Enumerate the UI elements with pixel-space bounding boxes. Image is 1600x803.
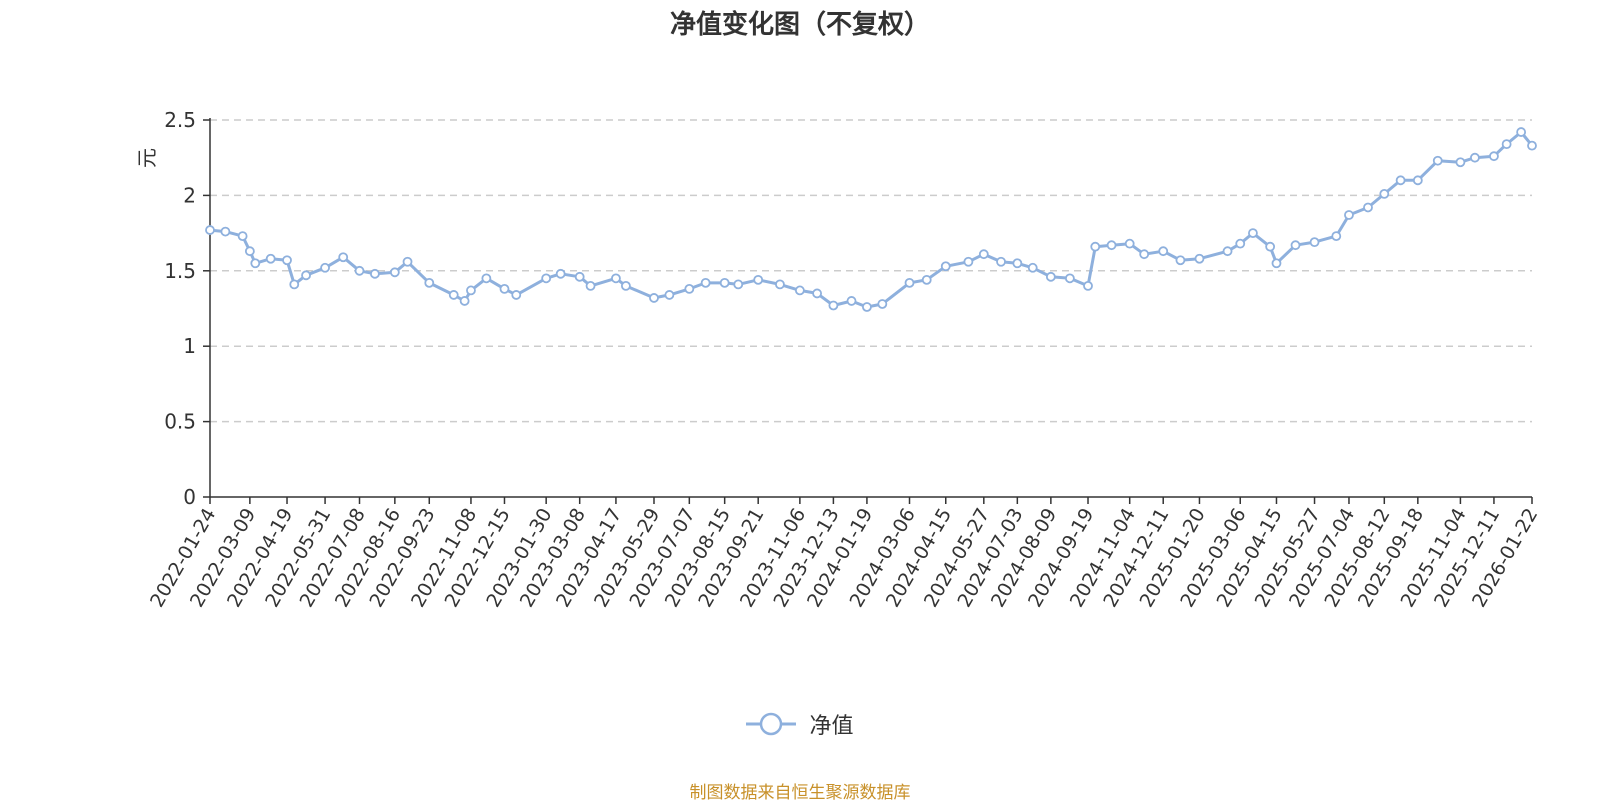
data-point[interactable] <box>812 288 822 299</box>
data-point[interactable] <box>1344 210 1354 220</box>
data-point[interactable] <box>1412 175 1423 186</box>
data-point[interactable] <box>719 277 730 288</box>
data-point[interactable] <box>574 271 585 282</box>
data-point[interactable] <box>611 273 621 284</box>
data-point[interactable] <box>1139 249 1150 260</box>
data-point[interactable] <box>1290 240 1301 251</box>
data-point[interactable] <box>354 265 365 276</box>
data-point[interactable] <box>1106 240 1117 251</box>
data-point[interactable] <box>205 225 215 235</box>
y-axis-ticks: 0 0.5 1 1.5 2 2.5 <box>164 108 210 509</box>
data-point[interactable] <box>301 270 311 281</box>
data-point[interactable] <box>541 273 552 284</box>
data-point[interactable] <box>1379 188 1390 199</box>
data-point[interactable] <box>1432 155 1443 166</box>
series-line <box>209 130 1534 309</box>
axes <box>209 118 1532 498</box>
data-point[interactable] <box>828 300 839 311</box>
data-point[interactable] <box>1501 139 1512 150</box>
chart-title: 净值变化图（不复权） <box>669 10 930 40</box>
data-point[interactable] <box>1455 157 1466 168</box>
data-point[interactable] <box>499 283 510 294</box>
data-point[interactable] <box>1265 241 1276 252</box>
data-point[interactable] <box>466 285 476 296</box>
data-point[interactable] <box>700 277 711 288</box>
data-point[interactable] <box>1235 238 1246 249</box>
data-point[interactable] <box>1027 262 1038 273</box>
data-point[interactable] <box>289 279 300 290</box>
data-point[interactable] <box>1158 246 1169 257</box>
data-point[interactable] <box>1309 237 1320 248</box>
data-point[interactable] <box>459 296 470 306</box>
data-point[interactable] <box>1527 140 1537 151</box>
data-point[interactable] <box>338 252 349 263</box>
data-point[interactable] <box>1395 175 1406 186</box>
x-axis-ticks: 2022-01-242022-03-092022-04-192022-05-31… <box>146 497 1542 611</box>
data-point[interactable] <box>1090 241 1101 252</box>
data-point[interactable] <box>1363 202 1373 213</box>
data-point[interactable] <box>753 274 764 285</box>
data-point[interactable] <box>1516 127 1527 137</box>
data-point[interactable] <box>996 256 1006 267</box>
data-point[interactable] <box>237 231 248 242</box>
data-point[interactable] <box>220 226 231 237</box>
grid-lines <box>210 119 1532 423</box>
data-point[interactable] <box>481 273 492 284</box>
data-point[interactable] <box>320 262 330 273</box>
legend-marker-icon <box>746 712 797 736</box>
data-point[interactable] <box>370 268 380 279</box>
data-point[interactable] <box>862 302 872 312</box>
data-point[interactable] <box>402 256 413 267</box>
data-point[interactable] <box>1083 280 1093 291</box>
y-axis-label: 元 <box>135 148 159 168</box>
data-point[interactable] <box>904 277 915 288</box>
data-point[interactable] <box>921 274 932 285</box>
data-point[interactable] <box>1194 253 1205 264</box>
legend-label: 净值 <box>809 714 854 739</box>
source-note: 制图数据来自恒生聚源数据库 <box>689 783 911 803</box>
data-point[interactable] <box>250 258 261 269</box>
data-point[interactable] <box>940 261 951 272</box>
data-point[interactable] <box>1045 271 1056 282</box>
data-point[interactable] <box>265 253 276 264</box>
data-point[interactable] <box>244 246 255 257</box>
data-point[interactable] <box>649 293 659 303</box>
legend[interactable]: 净值 <box>0 708 1600 740</box>
data-point[interactable] <box>877 299 888 309</box>
y-tick-label: 2.5 <box>164 108 196 132</box>
data-point[interactable] <box>1175 255 1186 266</box>
y-tick-label: 1 <box>183 334 196 358</box>
data-point[interactable] <box>1271 258 1282 269</box>
data-point[interactable] <box>282 255 292 266</box>
y-tick-label: 0.5 <box>164 410 196 434</box>
data-point[interactable] <box>1248 228 1258 239</box>
data-point[interactable] <box>684 283 695 294</box>
data-point[interactable] <box>664 290 675 300</box>
data-point[interactable] <box>448 290 459 300</box>
data-point[interactable] <box>585 280 596 291</box>
data-point[interactable] <box>1124 238 1135 249</box>
data-point[interactable] <box>1470 152 1480 163</box>
y-tick-label: 2 <box>183 183 196 207</box>
data-point[interactable] <box>620 280 631 291</box>
data-point[interactable] <box>1331 231 1342 242</box>
data-point[interactable] <box>424 277 435 288</box>
data-point[interactable] <box>775 279 785 290</box>
data-point[interactable] <box>963 256 974 267</box>
data-point[interactable] <box>555 268 566 279</box>
series-layer <box>205 127 1537 312</box>
data-point[interactable] <box>794 285 805 296</box>
data-point[interactable] <box>1489 151 1499 162</box>
data-point[interactable] <box>389 267 400 278</box>
data-point[interactable] <box>846 296 857 306</box>
data-point[interactable] <box>511 290 522 300</box>
y-tick-label: 0 <box>183 485 196 509</box>
y-tick-label: 1.5 <box>164 259 196 283</box>
data-point[interactable] <box>978 249 989 260</box>
data-point[interactable] <box>1222 246 1233 257</box>
data-point[interactable] <box>1012 258 1023 269</box>
data-point[interactable] <box>1064 273 1075 284</box>
data-point[interactable] <box>733 279 744 290</box>
